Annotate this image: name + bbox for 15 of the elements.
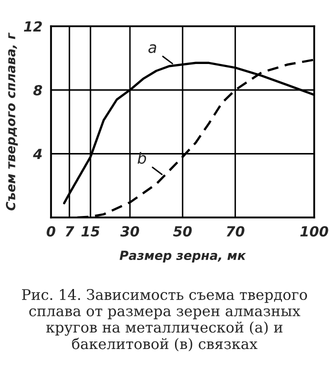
x-tick-label: 15: [81, 226, 100, 237]
x-tick-label: 100: [300, 226, 328, 237]
x-tick-label: 0: [46, 226, 56, 237]
y-tick-label: 8: [33, 84, 42, 96]
annotation: a: [148, 44, 156, 54]
annotation: b: [138, 152, 146, 164]
y-tick-label: 4: [32, 148, 42, 160]
x-tick-label: 7: [66, 226, 74, 236]
y-axis-title: Съем твердого сплава, г: [6, 32, 18, 210]
x-tick-label: 50: [173, 226, 192, 237]
x-axis-title: Размер зерна, мк: [120, 250, 246, 262]
text: Рис. 14. Зависимость съема твердого сплава от размера зерен алмазных кругов на металлической (а) и бакелитовой (в) связках: [22, 289, 308, 352]
x-tick-label: 70: [226, 226, 244, 237]
y-tick-label: 12: [24, 21, 42, 32]
x-tick-label: 30: [120, 226, 140, 237]
